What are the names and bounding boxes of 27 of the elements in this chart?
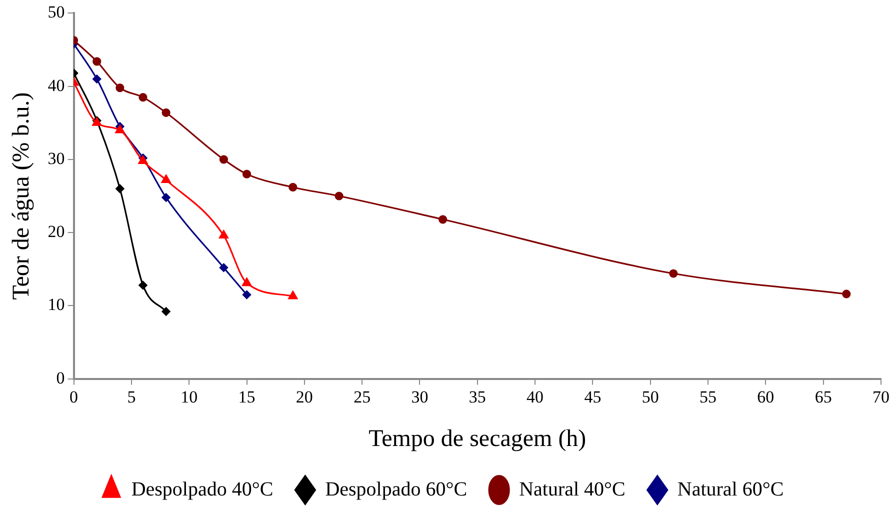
x-tick-label: 30 — [411, 387, 428, 406]
y-tick-label: 10 — [48, 295, 65, 314]
x-tick-label: 70 — [872, 387, 890, 406]
y-tick-label: 30 — [48, 148, 65, 168]
x-tick-label: 60 — [757, 387, 774, 406]
y-axis-title: Teor de água (% b.u.) — [8, 92, 35, 300]
x-tick-label: 50 — [642, 387, 659, 406]
x-tick-label: 0 — [70, 387, 78, 406]
x-tick-label: 45 — [584, 387, 602, 406]
x-tick-label: 20 — [296, 387, 313, 406]
x-tick-label: 55 — [700, 387, 717, 406]
x-tick-label: 15 — [238, 387, 256, 406]
x-tick-label: 10 — [180, 387, 198, 406]
legend-label: Natural 60°C — [677, 478, 784, 500]
legend-label: Natural 40°C — [519, 478, 626, 500]
x-tick-label: 5 — [127, 387, 136, 406]
x-tick-label: 65 — [814, 387, 832, 406]
y-tick-label: 50 — [48, 2, 65, 22]
y-tick-label: 0 — [56, 368, 65, 388]
legend-label: Despolpado 40°C — [131, 478, 274, 500]
y-tick-label: 20 — [48, 222, 65, 242]
y-tick-label: 40 — [48, 76, 65, 95]
x-tick-label: 35 — [468, 387, 486, 406]
x-axis-title: Tempo de secagem (h) — [368, 426, 586, 452]
legend-label: Despolpado 60°C — [325, 478, 468, 500]
x-tick-label: 40 — [526, 387, 544, 406]
x-tick-label: 25 — [354, 387, 371, 406]
